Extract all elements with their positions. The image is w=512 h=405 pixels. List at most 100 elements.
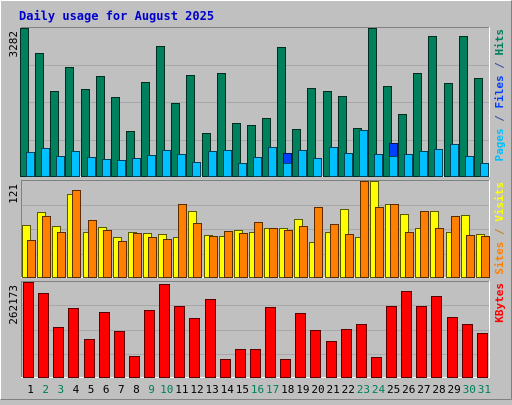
y-max-label-middle: 121 xyxy=(7,184,20,204)
bar-pages-day-21 xyxy=(329,147,338,177)
bar-hits-day-2 xyxy=(35,53,44,177)
bar-kbytes-day-2 xyxy=(38,293,49,378)
bar-hits-day-22 xyxy=(338,96,347,177)
bar-sites-day-16 xyxy=(254,222,263,278)
bar-hits-day-9 xyxy=(141,82,150,177)
bar-kbytes-day-22 xyxy=(341,329,352,378)
x-tick-label-day-26: 26 xyxy=(402,383,415,396)
bar-kbytes-day-29 xyxy=(447,317,458,378)
bar-hits-day-8 xyxy=(126,131,135,177)
bar-hits-day-5 xyxy=(81,89,90,177)
x-tick-label-day-21: 21 xyxy=(327,383,340,396)
bar-kbytes-day-18 xyxy=(280,359,291,378)
bar-kbytes-day-14 xyxy=(220,359,231,378)
bar-pages-day-1 xyxy=(26,152,35,177)
bar-hits-day-18 xyxy=(277,47,286,177)
bar-kbytes-day-13 xyxy=(205,299,216,378)
x-tick-label-day-31: 31 xyxy=(478,383,491,396)
bar-kbytes-day-28 xyxy=(431,296,442,378)
x-tick-label-day-9: 9 xyxy=(148,383,155,396)
x-tick-label-day-5: 5 xyxy=(88,383,95,396)
bar-sites-day-4 xyxy=(72,190,81,278)
legend-part-top-0: Pages xyxy=(493,128,506,161)
bar-sites-day-2 xyxy=(42,216,51,278)
bar-hits-day-30 xyxy=(459,36,468,177)
legend-part-top-3: / xyxy=(493,56,506,76)
bar-hits-day-3 xyxy=(50,91,59,177)
panel-top: 3282 Pages / Files / Hits xyxy=(7,27,506,177)
x-tick-label-day-16: 16 xyxy=(251,383,264,396)
bar-sites-day-8 xyxy=(133,233,142,278)
x-tick-label-day-20: 20 xyxy=(311,383,324,396)
x-tick-label-day-25: 25 xyxy=(387,383,400,396)
bar-sites-day-24 xyxy=(375,207,384,278)
bar-pages-day-29 xyxy=(450,144,459,177)
bar-hits-day-12 xyxy=(186,75,195,177)
bar-sites-day-17 xyxy=(269,228,278,278)
bar-pages-day-3 xyxy=(56,156,65,177)
bar-pages-day-12 xyxy=(192,162,201,177)
bar-kbytes-day-19 xyxy=(295,313,306,378)
bar-sites-day-29 xyxy=(451,216,460,278)
bar-sites-day-9 xyxy=(148,237,157,278)
bar-pages-day-24 xyxy=(374,154,383,177)
x-tick-label-day-27: 27 xyxy=(417,383,430,396)
bar-kbytes-day-12 xyxy=(189,318,200,378)
x-tick-label-day-11: 11 xyxy=(175,383,188,396)
bar-sites-day-11 xyxy=(178,204,187,278)
x-tick-label-day-30: 30 xyxy=(463,383,476,396)
bar-pages-day-23 xyxy=(359,130,368,177)
x-tick-label-day-29: 29 xyxy=(448,383,461,396)
bar-kbytes-day-17 xyxy=(265,307,276,378)
bar-pages-day-19 xyxy=(298,150,307,177)
bar-sites-day-22 xyxy=(345,234,354,278)
y-max-label-top: 3282 xyxy=(7,31,20,58)
bar-hits-day-7 xyxy=(111,97,120,177)
bar-sites-day-13 xyxy=(209,236,218,278)
bar-hits-day-28 xyxy=(428,36,437,177)
bar-kbytes-day-5 xyxy=(84,339,95,378)
bar-sites-day-31 xyxy=(481,236,490,278)
bar-sites-day-18 xyxy=(284,230,293,278)
bar-kbytes-day-27 xyxy=(416,306,427,378)
bar-pages-day-18 xyxy=(283,163,292,177)
legend-part-bottom-0: KBytes xyxy=(493,283,506,323)
bar-pages-day-31 xyxy=(480,163,489,177)
x-tick-label-day-12: 12 xyxy=(190,383,203,396)
bar-kbytes-day-30 xyxy=(462,324,473,378)
bar-kbytes-day-3 xyxy=(53,327,64,378)
bar-pages-day-22 xyxy=(344,153,353,177)
bar-pages-day-6 xyxy=(102,159,111,177)
bar-pages-day-5 xyxy=(87,157,96,177)
bar-pages-day-26 xyxy=(404,154,413,177)
x-tick-label-day-7: 7 xyxy=(118,383,125,396)
chart-panels: 3282 Pages / Files / Hits 121 Sites / Visit… xyxy=(7,27,506,378)
panel-bottom: 262173 KBytes xyxy=(7,281,506,378)
x-tick-label-day-10: 10 xyxy=(160,383,173,396)
x-tick-label-day-22: 22 xyxy=(342,383,355,396)
bar-kbytes-day-4 xyxy=(68,308,79,378)
legend-part-middle-1: / xyxy=(493,222,506,242)
bar-pages-day-15 xyxy=(238,163,247,177)
bar-hits-day-16 xyxy=(247,125,256,177)
bar-sites-day-26 xyxy=(405,232,414,278)
bar-kbytes-day-9 xyxy=(144,310,155,378)
bar-pages-day-8 xyxy=(132,158,141,177)
bars-middle xyxy=(22,181,490,278)
bar-hits-day-27 xyxy=(413,73,422,177)
bar-kbytes-day-23 xyxy=(356,324,367,378)
bar-hits-day-14 xyxy=(217,73,226,177)
bar-hits-day-21 xyxy=(323,91,332,177)
bars-bottom xyxy=(23,282,488,378)
x-tick-label-day-23: 23 xyxy=(357,383,370,396)
legend-part-top-1: / xyxy=(493,109,506,129)
x-tick-label-day-6: 6 xyxy=(103,383,110,396)
x-tick-label-day-14: 14 xyxy=(221,383,235,396)
bar-pages-day-10 xyxy=(162,150,171,177)
bar-pages-day-17 xyxy=(268,147,277,177)
bar-hits-day-26 xyxy=(398,114,407,177)
bar-sites-day-6 xyxy=(103,230,112,278)
x-tick-label-day-17: 17 xyxy=(266,383,279,396)
